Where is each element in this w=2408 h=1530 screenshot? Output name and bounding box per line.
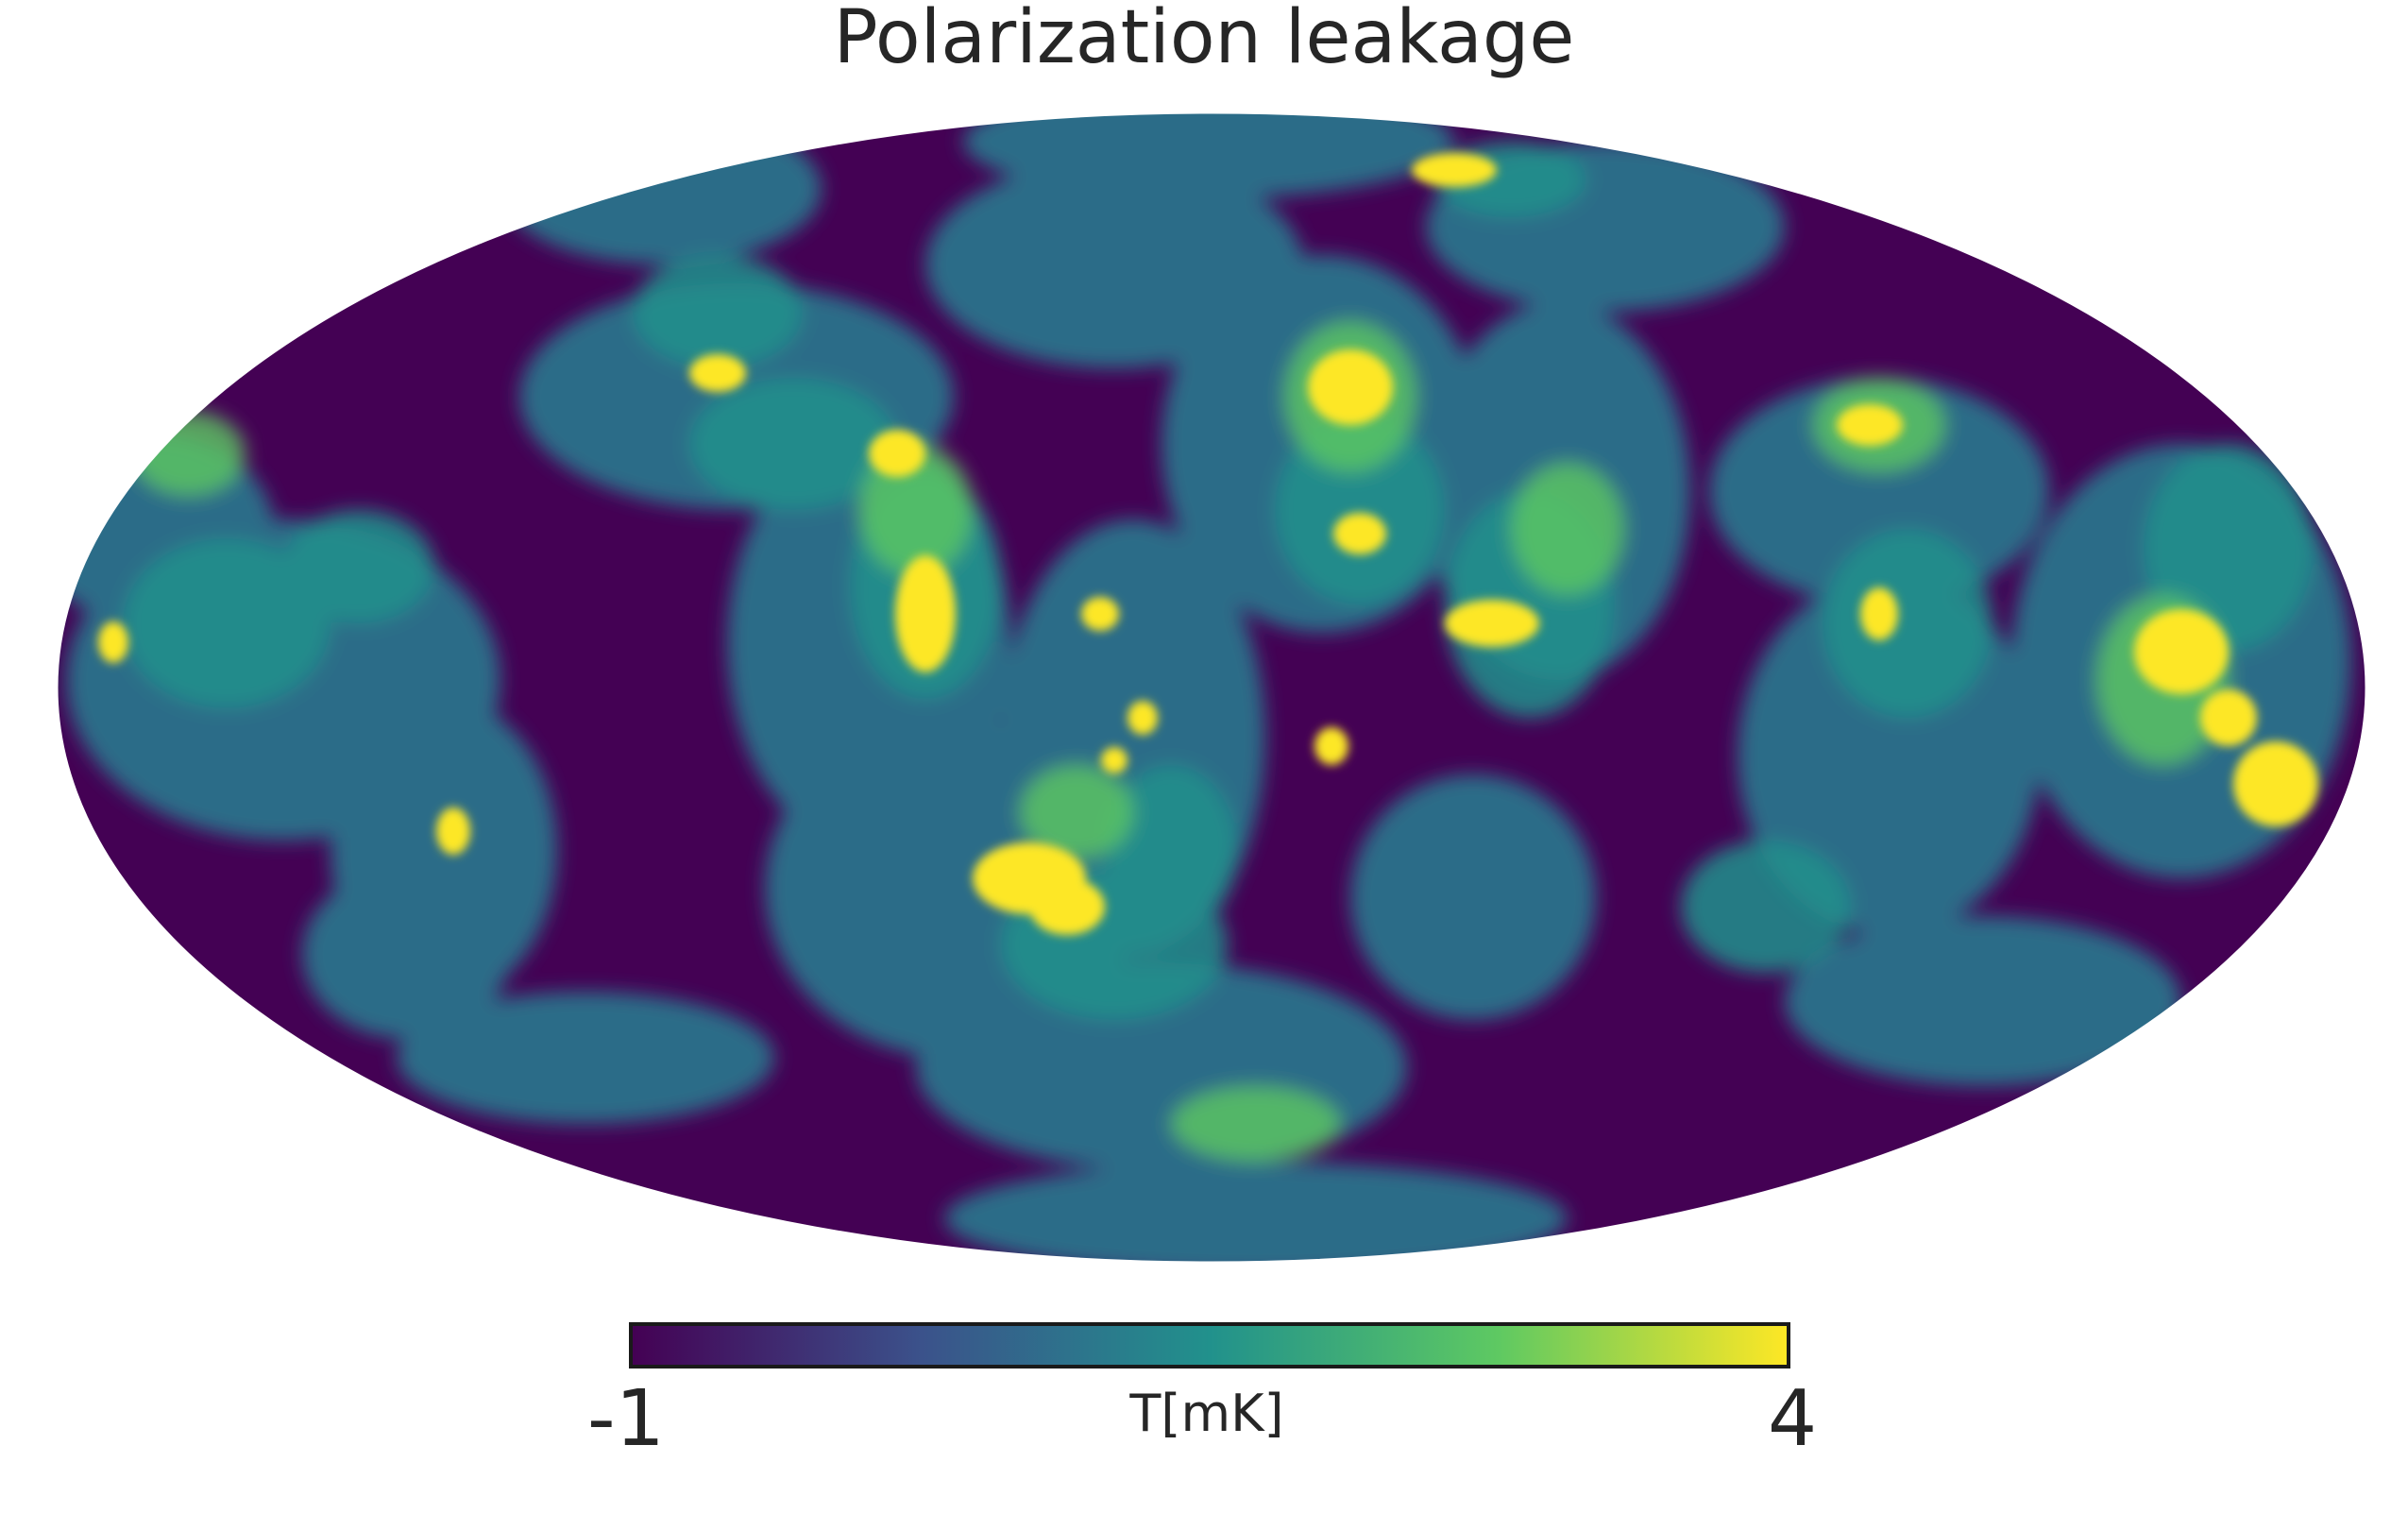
map-title: Polarization leakage <box>833 0 1575 80</box>
colorbar-max-label: 4 <box>1768 1374 1818 1464</box>
mollweide-sky-map <box>57 112 2366 1263</box>
map-field <box>58 113 2366 1262</box>
colorbar-unit-label: T[mK] <box>1129 1384 1284 1443</box>
colorbar <box>629 1322 1790 1368</box>
mid-value-regions <box>58 113 2351 1262</box>
colorbar-min-label: -1 <box>587 1374 665 1464</box>
high-value-hot-spots <box>98 153 2318 935</box>
